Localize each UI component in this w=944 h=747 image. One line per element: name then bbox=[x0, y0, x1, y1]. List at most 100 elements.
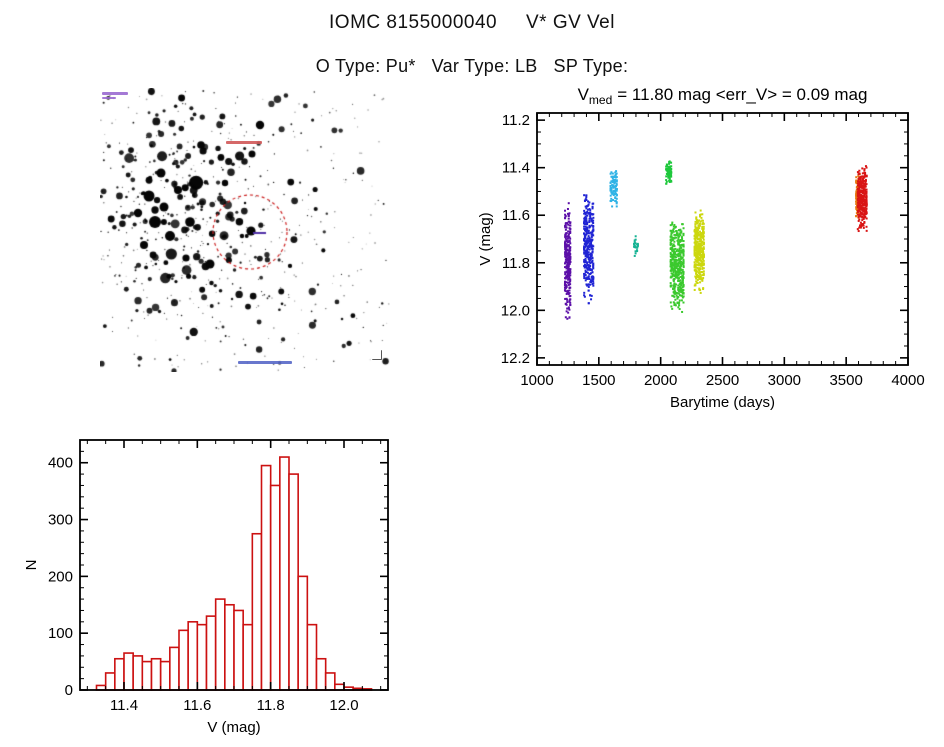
data-point bbox=[583, 194, 586, 197]
data-point bbox=[633, 254, 636, 257]
data-point bbox=[566, 241, 569, 244]
data-point bbox=[583, 291, 586, 294]
data-point bbox=[855, 207, 858, 210]
data-point bbox=[611, 192, 614, 195]
data-point bbox=[696, 227, 699, 230]
data-point bbox=[855, 190, 858, 193]
data-point bbox=[592, 276, 595, 279]
data-point bbox=[677, 295, 680, 298]
data-point bbox=[678, 304, 681, 307]
data-point bbox=[861, 212, 864, 215]
data-point bbox=[567, 214, 570, 217]
data-point bbox=[569, 224, 572, 227]
data-point bbox=[864, 201, 867, 204]
data-point bbox=[583, 275, 586, 278]
data-point bbox=[584, 251, 587, 254]
data-point bbox=[668, 177, 671, 180]
data-point bbox=[567, 249, 570, 252]
data-point bbox=[699, 291, 702, 294]
data-point bbox=[636, 246, 639, 249]
data-point bbox=[678, 229, 681, 232]
data-point bbox=[614, 178, 617, 181]
data-point bbox=[864, 173, 867, 176]
data-point bbox=[615, 202, 618, 205]
data-point bbox=[564, 226, 567, 229]
data-point bbox=[583, 277, 586, 280]
data-point bbox=[585, 194, 588, 197]
data-point bbox=[610, 188, 613, 191]
data-point bbox=[696, 240, 699, 243]
data-point bbox=[681, 310, 684, 313]
data-point bbox=[699, 234, 702, 237]
data-point bbox=[565, 276, 568, 279]
data-point bbox=[861, 181, 864, 184]
data-point bbox=[858, 193, 861, 196]
data-point bbox=[863, 185, 866, 188]
data-point bbox=[861, 199, 864, 202]
data-point bbox=[671, 244, 674, 247]
data-point bbox=[865, 225, 868, 228]
histogram-bar bbox=[205, 615, 217, 691]
data-point bbox=[587, 235, 590, 238]
data-point bbox=[858, 176, 861, 179]
histogram-bar bbox=[251, 532, 263, 691]
data-point bbox=[865, 166, 868, 169]
histogram-bar bbox=[187, 621, 199, 691]
data-point bbox=[674, 236, 677, 239]
data-point bbox=[587, 253, 590, 256]
finder-corner-mark bbox=[372, 350, 382, 360]
data-point bbox=[856, 187, 859, 190]
data-point bbox=[682, 273, 685, 276]
data-point bbox=[566, 301, 569, 304]
y-tick-label: 12.2 bbox=[501, 350, 530, 367]
data-point bbox=[590, 298, 593, 301]
data-point bbox=[635, 249, 638, 252]
data-point bbox=[609, 184, 612, 187]
data-point bbox=[566, 254, 569, 257]
data-point bbox=[671, 239, 674, 242]
data-point bbox=[676, 271, 679, 274]
histogram-bar bbox=[288, 473, 299, 691]
data-point bbox=[586, 276, 589, 279]
data-point bbox=[669, 263, 672, 266]
data-point bbox=[864, 174, 867, 177]
data-point bbox=[592, 216, 595, 219]
data-point bbox=[592, 229, 595, 232]
data-point bbox=[701, 219, 704, 222]
data-point bbox=[864, 188, 867, 191]
data-point bbox=[590, 224, 593, 227]
data-point bbox=[702, 277, 705, 280]
y-tick-label: 100 bbox=[48, 625, 73, 642]
data-point bbox=[698, 215, 701, 218]
data-point bbox=[589, 214, 592, 217]
data-point bbox=[675, 273, 678, 276]
y-axis-label: N bbox=[23, 560, 40, 571]
data-point bbox=[670, 240, 673, 243]
data-point bbox=[864, 171, 867, 174]
data-point bbox=[675, 272, 678, 275]
data-point bbox=[676, 297, 679, 300]
data-point bbox=[567, 235, 570, 238]
data-point bbox=[855, 215, 858, 218]
data-point bbox=[564, 244, 567, 247]
data-point bbox=[667, 165, 670, 168]
data-point bbox=[859, 212, 862, 215]
data-point bbox=[676, 302, 679, 305]
data-point bbox=[695, 266, 698, 269]
data-point bbox=[586, 229, 589, 232]
data-point bbox=[668, 173, 671, 176]
data-point bbox=[585, 283, 588, 286]
histogram-bar bbox=[279, 456, 290, 691]
data-point bbox=[672, 295, 675, 298]
data-point bbox=[569, 298, 572, 301]
data-point bbox=[862, 177, 865, 180]
data-point bbox=[698, 243, 701, 246]
data-point bbox=[672, 291, 675, 294]
data-point bbox=[856, 209, 859, 212]
data-point bbox=[609, 172, 612, 175]
data-point bbox=[586, 271, 589, 274]
data-point bbox=[856, 193, 859, 196]
data-point bbox=[584, 229, 587, 232]
page-title: IOMC 8155000040 V* GV Vel bbox=[329, 12, 615, 33]
data-point bbox=[563, 282, 566, 285]
